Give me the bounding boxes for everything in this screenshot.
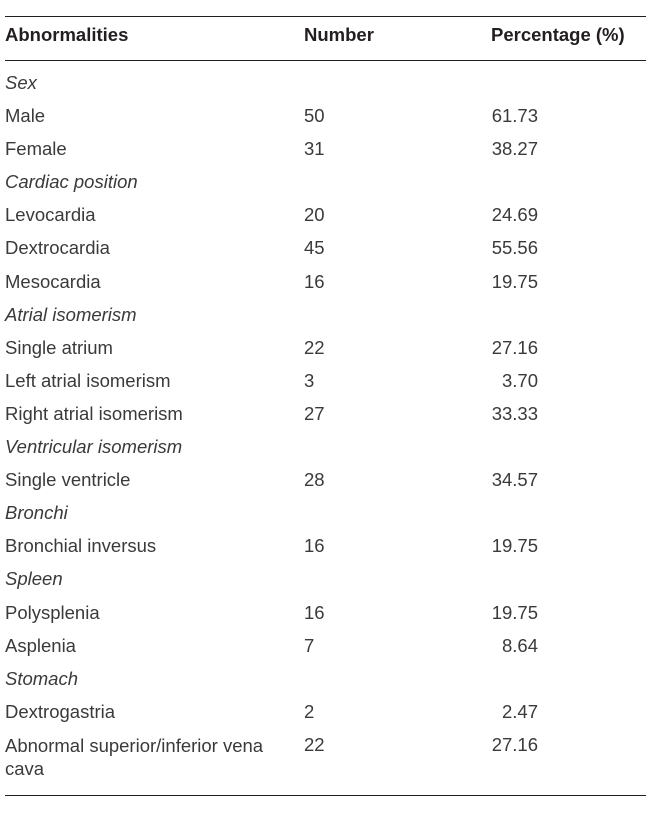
table-row: Single ventricle 28 34.57: [0, 468, 650, 501]
row-percentage: 19.75: [491, 601, 538, 623]
table-body: Sex Male 50 61.73 Female 31 38.27 Cardiac po…: [0, 71, 650, 783]
row-number: 50: [304, 105, 325, 127]
table-row: Right atrial isomerism 27 33.33: [0, 402, 650, 435]
cropped-caption-fragment: [0, 0, 650, 5]
header-percentage: Percentage (%): [491, 24, 625, 45]
row-number: 16: [304, 535, 325, 557]
row-number: 20: [304, 204, 325, 226]
row-label: Atrial isomerism: [5, 303, 137, 325]
row-number: 22: [304, 336, 325, 358]
header-number: Number: [304, 24, 374, 45]
table-row: Cardiac position: [0, 170, 650, 203]
row-label: Cardiac position: [5, 171, 138, 193]
row-percentage: 2.47: [501, 700, 538, 722]
table-row: Stomach: [0, 667, 650, 700]
header-abnormalities: Abnormalities: [5, 24, 129, 45]
row-number: 31: [304, 138, 325, 160]
row-percentage: 19.75: [491, 535, 538, 557]
row-percentage: 3.70: [501, 369, 538, 391]
row-label: Levocardia: [5, 204, 96, 226]
row-number: 2: [304, 700, 315, 722]
row-percentage: 61.73: [491, 105, 538, 127]
row-percentage: 19.75: [491, 270, 538, 292]
table-row: Bronchial inversus 16 19.75: [0, 534, 650, 567]
table-row: Single atrium 22 27.16: [0, 336, 650, 369]
row-percentage: 33.33: [491, 402, 538, 424]
row-number: 3: [304, 369, 315, 391]
table-row: Dextrocardia 45 55.56: [0, 236, 650, 269]
row-percentage: 55.56: [491, 237, 538, 259]
row-number: 28: [304, 469, 325, 491]
row-number: 45: [304, 237, 325, 259]
row-label: Abnormal superior/inferior vena cava: [5, 734, 264, 779]
row-label: Dextrocardia: [5, 237, 110, 259]
row-label: Bronchi: [5, 502, 68, 524]
row-percentage: 24.69: [491, 204, 538, 226]
table-row: Left atrial isomerism 3 3.70: [0, 369, 650, 402]
table-row: Bronchi: [0, 501, 650, 534]
table-row: Atrial isomerism: [0, 303, 650, 336]
row-number: 16: [304, 270, 325, 292]
table-row: Spleen: [0, 567, 650, 600]
row-number: 22: [304, 733, 325, 755]
table-row: Polysplenia 16 19.75: [0, 601, 650, 634]
row-label: Left atrial isomerism: [5, 369, 171, 391]
table-row: Male 50 61.73: [0, 104, 650, 137]
row-label: Single ventricle: [5, 469, 131, 491]
row-label: Spleen: [5, 568, 63, 590]
row-label: Mesocardia: [5, 270, 101, 292]
row-label: Single atrium: [5, 336, 113, 358]
row-number: 16: [304, 601, 325, 623]
row-label: Female: [5, 138, 67, 160]
row-label: Polysplenia: [5, 601, 100, 623]
row-percentage: 38.27: [491, 138, 538, 160]
table-row: Female 31 38.27: [0, 137, 650, 170]
row-percentage: 27.16: [491, 336, 538, 358]
row-label: Dextrogastria: [5, 700, 116, 722]
table-row: Ventricular isomerism: [0, 435, 650, 468]
table-row: Levocardia 20 24.69: [0, 203, 650, 236]
row-number: 27: [304, 402, 325, 424]
row-number: 7: [304, 634, 315, 656]
row-label: Sex: [5, 72, 37, 93]
table-row: Mesocardia 16 19.75: [0, 270, 650, 303]
row-label: Ventricular isomerism: [5, 436, 183, 458]
row-percentage: 8.64: [501, 634, 538, 656]
row-label: Right atrial isomerism: [5, 402, 183, 424]
table-row: Abnormal superior/inferior vena cava 22 27…: [0, 733, 650, 783]
row-label: Asplenia: [5, 634, 76, 656]
row-percentage: 34.57: [491, 469, 538, 491]
table-row: Asplenia 7 8.64: [0, 634, 650, 667]
table-bottom-rule: [5, 795, 646, 796]
table-top-rule: [5, 16, 646, 17]
row-percentage: 27.16: [491, 733, 538, 755]
row-label: Male: [5, 105, 46, 127]
table-header-row: Abnormalities Number Percentage (%): [0, 24, 650, 52]
row-label: Bronchial inversus: [5, 535, 157, 557]
table-header-rule: [5, 60, 646, 61]
table-row: Sex: [0, 71, 650, 104]
row-label: Stomach: [5, 667, 79, 689]
table-row: Dextrogastria 2 2.47: [0, 700, 650, 733]
